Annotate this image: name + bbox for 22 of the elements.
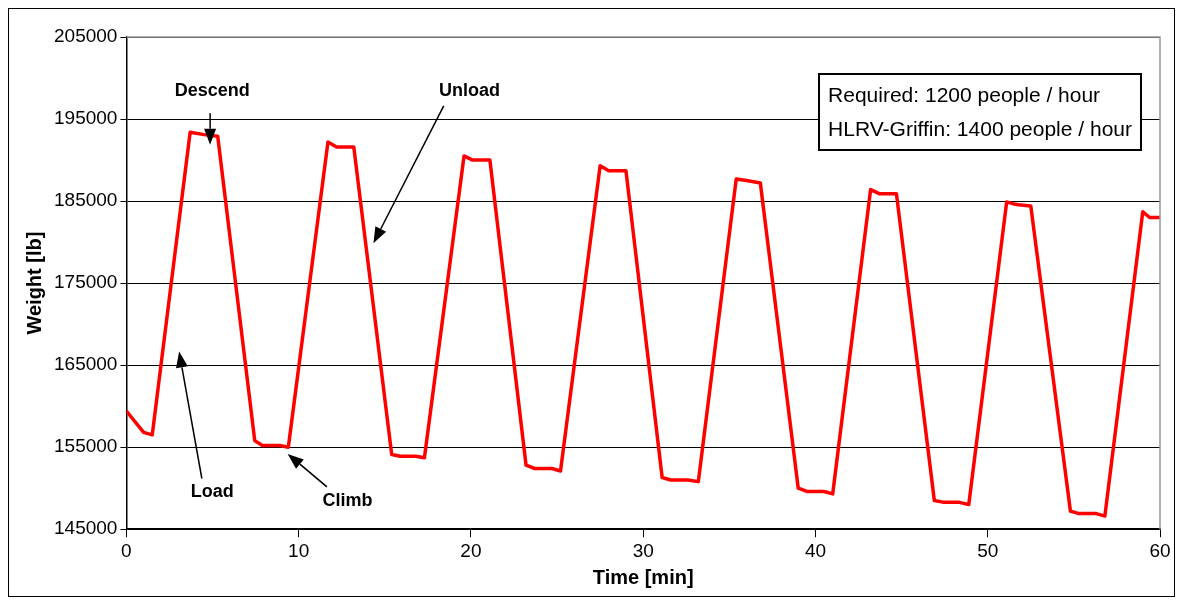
annotation: Unload: [439, 80, 501, 101]
x-tick-label: 0: [121, 539, 132, 561]
annotation: Load: [190, 481, 234, 502]
y-tick-label: 155000: [54, 435, 118, 457]
y-tick-label: 195000: [54, 107, 118, 129]
y-axis-title: Weight [lb]: [22, 231, 45, 335]
annotation: Climb: [322, 489, 373, 510]
annotation: Required: 1200 people / hour: [828, 82, 1102, 108]
x-tick-label: 10: [288, 539, 310, 561]
y-tick-label: 185000: [54, 189, 118, 211]
x-tick-label: 20: [460, 539, 482, 561]
y-tick-label: 205000: [54, 25, 118, 47]
x-axis-title: Time [min]: [592, 565, 694, 588]
x-tick-label: 30: [632, 539, 654, 561]
annotation: Descend: [174, 80, 250, 101]
y-tick-label: 175000: [54, 271, 118, 293]
y-tick-label: 145000: [54, 517, 118, 539]
x-tick-label: 50: [977, 539, 999, 561]
x-tick-label: 60: [1149, 539, 1171, 561]
annotation: HLRV-Griffin: 1400 people / hour: [828, 116, 1132, 142]
y-tick-label: 165000: [54, 353, 118, 375]
x-tick-label: 40: [804, 539, 827, 561]
